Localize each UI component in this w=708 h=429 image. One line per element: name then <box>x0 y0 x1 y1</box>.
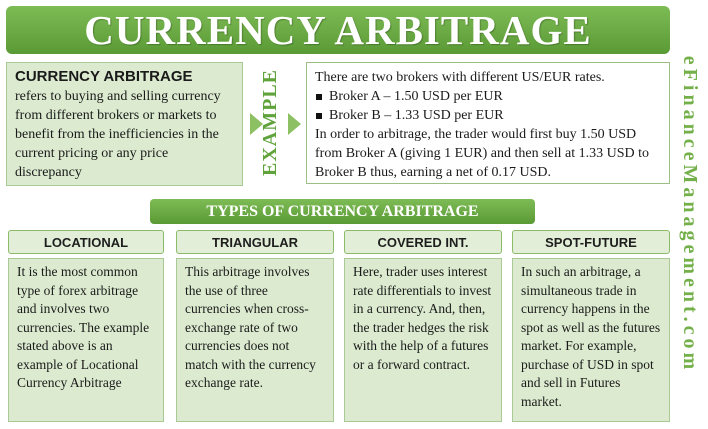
example-intro: There are two brokers with different US/… <box>315 70 605 85</box>
example-explanation: In order to arbitrage, the trader would … <box>315 127 650 180</box>
type-body-covered-int: Here, trader uses interest rate differen… <box>344 258 502 422</box>
arrow-icon <box>288 113 301 135</box>
arrow-icon <box>250 113 263 135</box>
watermark-text: eFinanceManagement.com <box>679 55 702 373</box>
types-title: TYPES OF CURRENCY ARBITRAGE <box>150 199 535 224</box>
type-body-spot-future: In such an arbitrage, a simultaneous tra… <box>512 258 670 422</box>
example-label-box: EXAMPLE <box>256 62 284 182</box>
bullet-item: Broker B – 1.33 USD per EUR <box>315 106 661 125</box>
example-bullets: Broker A – 1.50 USD per EUR Broker B – 1… <box>315 87 661 125</box>
type-header-locational: LOCATIONAL <box>8 230 164 254</box>
definition-box: CURRENCY ARBITRAGE refers to buying and … <box>6 62 243 186</box>
bullet-item: Broker A – 1.50 USD per EUR <box>315 87 661 106</box>
type-body-triangular: This arbitrage involves the use of three… <box>176 258 334 422</box>
example-box: There are two brokers with different US/… <box>306 62 670 184</box>
type-body-locational: It is the most common type of forex arbi… <box>8 258 164 422</box>
definition-term: CURRENCY ARBITRAGE <box>15 68 193 85</box>
type-header-covered-int: COVERED INT. <box>344 230 502 254</box>
type-header-triangular: TRIANGULAR <box>176 230 334 254</box>
watermark-box: eFinanceManagement.com <box>676 6 704 422</box>
definition-text: refers to buying and selling currency fr… <box>15 89 221 180</box>
page-title: CURRENCY ARBITRAGE <box>6 6 670 54</box>
example-label: EXAMPLE <box>258 68 281 176</box>
type-header-spot-future: SPOT-FUTURE <box>512 230 670 254</box>
